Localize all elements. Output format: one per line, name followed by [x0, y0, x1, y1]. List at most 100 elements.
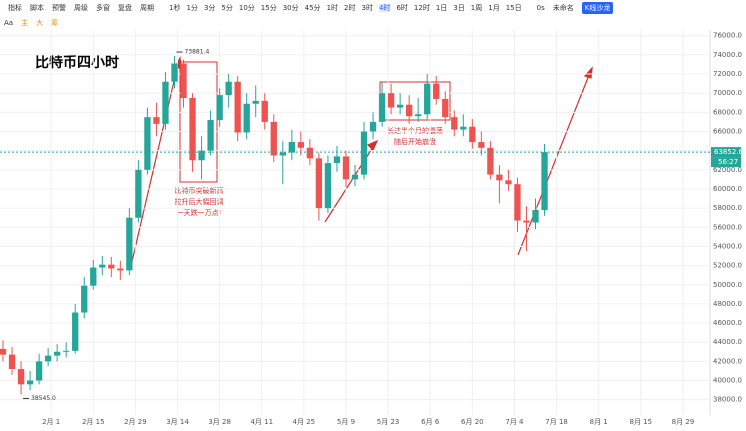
x-tick-label: 4月 25: [293, 418, 316, 426]
y-tick-label: 76000.0: [713, 32, 742, 40]
last-price-label: 63852.6: [714, 148, 743, 156]
period-button[interactable]: 15日: [505, 3, 522, 12]
x-tick-label: 8月 15: [630, 418, 653, 426]
period-button[interactable]: 45分: [304, 3, 321, 12]
candle-body: [117, 268, 124, 271]
period-button[interactable]: 2时: [344, 3, 356, 12]
x-tick-label: 8月 1: [590, 418, 608, 426]
toolbar-button[interactable]: 0s: [536, 3, 545, 12]
candle-body: [424, 83, 431, 115]
x-tick-label: 3月 28: [208, 418, 231, 426]
candle-body: [279, 152, 286, 156]
last-price-box: [711, 147, 741, 158]
candle-body: [541, 152, 548, 211]
tool-big[interactable]: 大: [36, 18, 44, 27]
candle-body: [532, 210, 539, 223]
tool-main[interactable]: 主: [21, 18, 29, 27]
tool-chips[interactable]: 筹: [51, 18, 59, 27]
x-tick-label: 4月 11: [250, 418, 273, 426]
period-button[interactable]: 3日: [453, 3, 465, 12]
candle-body: [126, 217, 133, 271]
toolbar-button[interactable]: 周级: [74, 3, 88, 12]
period-button[interactable]: 3分: [203, 3, 216, 12]
x-tick-label: 8月 29: [672, 418, 695, 426]
toolbar-button[interactable]: K线沙龙: [581, 1, 614, 14]
toolbar-button[interactable]: 预警: [52, 3, 66, 12]
candle-body: [460, 126, 467, 130]
x-tick-label: 2月 15: [82, 418, 105, 426]
x-tick-label: 6月 6: [421, 418, 440, 426]
y-tick-label: 44000.0: [713, 338, 742, 346]
y-tick-label: 54000.0: [713, 242, 742, 250]
high-marker: 73881.4: [184, 49, 209, 56]
y-tick-label: 62000.0: [713, 166, 742, 174]
period-button[interactable]: 5分: [221, 3, 233, 12]
candle-body: [306, 147, 314, 159]
y-tick-label: 40000.0: [713, 377, 742, 385]
y-tick-label: 74000.0: [713, 51, 742, 59]
candle-body: [333, 156, 341, 164]
period-button[interactable]: 1分: [186, 3, 198, 12]
candle-body: [108, 264, 115, 269]
toolbar-button[interactable]: 未命名: [552, 3, 574, 12]
period-button[interactable]: 6时: [396, 3, 408, 12]
annotation-text: 长达半个月的震荡: [387, 126, 443, 135]
candle-body: [270, 121, 277, 156]
period-button[interactable]: 1秒: [169, 3, 181, 12]
candle-body: [505, 180, 512, 185]
candle-body: [252, 100, 259, 104]
period-button[interactable]: 1时: [326, 3, 339, 12]
candle-body: [342, 156, 350, 180]
y-tick-label: 56000.0: [713, 223, 742, 231]
toolbar-button[interactable]: 脚本: [30, 3, 44, 12]
candle-body: [487, 147, 494, 175]
toolbar-button[interactable]: 指标: [8, 3, 22, 12]
period-button[interactable]: 1周: [470, 3, 483, 12]
period-button[interactable]: 1月: [488, 3, 500, 12]
candle-body: [171, 63, 178, 82]
candle-body: [81, 285, 88, 313]
annotation-text: 一天跌一万点!: [177, 208, 222, 217]
toolbar-button[interactable]: 多窗: [96, 3, 110, 12]
candle-body: [54, 351, 61, 356]
annotation-text: 比特币突破新高: [175, 186, 224, 195]
period-button[interactable]: 10分: [238, 3, 255, 12]
candle-body: [26, 380, 34, 385]
x-tick-label: 5月 9: [337, 418, 355, 426]
y-tick-label: 58000.0: [713, 204, 742, 212]
toolbar-button[interactable]: 复盘: [118, 3, 132, 12]
low-marker: 38545.0: [31, 395, 56, 402]
tool-font[interactable]: Aa: [4, 18, 14, 27]
candle-body: [180, 63, 187, 98]
candle-body: [90, 267, 97, 286]
candle-body: [315, 158, 323, 209]
candle-body: [360, 131, 368, 175]
candle-body: [44, 355, 52, 362]
period-button[interactable]: 3时: [361, 3, 373, 12]
period-button[interactable]: 12时: [413, 3, 430, 12]
x-tick-label: 6月 20: [461, 418, 484, 426]
candle-body: [63, 350, 70, 352]
candle-body: [433, 83, 440, 99]
grid: [0, 30, 710, 415]
period-button[interactable]: 30分: [282, 3, 299, 12]
toolbar-button[interactable]: 周期: [140, 3, 154, 12]
period-button[interactable]: 15分: [260, 3, 277, 12]
period-button[interactable]: 4时: [378, 3, 391, 12]
candle-body: [387, 93, 395, 108]
candle-body: [243, 103, 250, 133]
y-tick-label: 68000.0: [713, 108, 742, 116]
candle-body: [72, 312, 79, 351]
y-tick-label: 66000.0: [713, 128, 742, 136]
candle-body: [198, 150, 205, 161]
candle-body: [369, 121, 377, 132]
countdown-box: [711, 157, 741, 168]
candle-body: [135, 169, 142, 218]
y-tick-label: 60000.0: [713, 185, 742, 193]
candle-body: [288, 142, 295, 153]
period-button[interactable]: 1日: [435, 3, 448, 12]
candle-body: [17, 369, 25, 385]
candle-body: [405, 104, 413, 117]
candle-body: [415, 114, 422, 117]
